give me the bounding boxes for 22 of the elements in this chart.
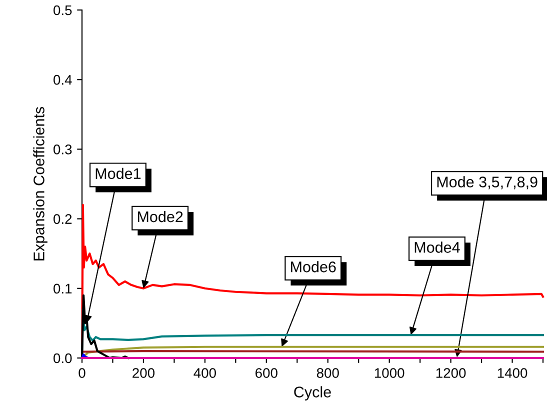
y-tick-label: 0.0 (54, 353, 72, 364)
annotation: Mode1 (96, 168, 141, 180)
x-tick-label: 1400 (498, 368, 528, 378)
x-tick-label: 400 (194, 368, 216, 378)
annotation: Mode2 (138, 210, 183, 222)
x-tick-label: 600 (256, 368, 278, 378)
y-tick-label: 0.5 (54, 5, 72, 16)
x-tick-label: 0 (78, 368, 86, 378)
y-tick-label: 0.1 (54, 284, 72, 294)
y-tick-label: 0.2 (54, 214, 72, 224)
annotation: Mode 3,5,7,8,9 (437, 176, 538, 190)
annotation: Mode4 (414, 242, 460, 253)
x-tick-label: 200 (132, 368, 155, 378)
y-axis-title: Expansion Coefficients (33, 106, 48, 260)
x-tick-label: 800 (316, 368, 339, 378)
y-tick-label: 0.3 (54, 144, 72, 154)
x-axis-title: Cycle (294, 386, 331, 400)
x-tick-label: 1000 (374, 368, 404, 378)
annotation: Mode6 (291, 261, 336, 272)
line-series (80, 346, 544, 360)
y-tick-label: 0.4 (54, 74, 72, 85)
x-tick-label: 1200 (436, 368, 466, 378)
